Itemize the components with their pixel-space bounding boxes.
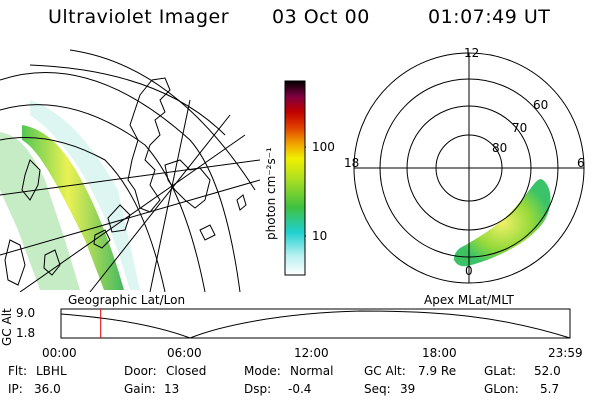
status-glon-value: 5.7 bbox=[540, 382, 560, 396]
mlt-label-18: 18 bbox=[344, 156, 360, 170]
timeline-xtick-2: 12:00 bbox=[294, 346, 329, 360]
timeline-xtick-1: 06:00 bbox=[167, 346, 202, 360]
status-dsp-label: Dsp: bbox=[244, 382, 272, 396]
longitude-grid bbox=[0, 99, 260, 292]
timeline-ytick-max: 9.0 bbox=[16, 306, 36, 320]
status-ip-value: 36.0 bbox=[34, 382, 61, 396]
status-flt-label: Flt: bbox=[8, 364, 27, 378]
geographic-map bbox=[0, 49, 260, 292]
aurora-oval bbox=[454, 179, 551, 267]
mlt-label-0: 0 bbox=[465, 264, 473, 278]
header-time: 01:07:49 UT bbox=[428, 6, 551, 28]
status-glon-label: GLon: bbox=[484, 382, 519, 396]
status-flt-value: LBHL bbox=[36, 364, 67, 378]
status-glat-value: 52.0 bbox=[534, 364, 561, 378]
status-gcalt-label: GC Alt: bbox=[364, 364, 406, 378]
status-dsp-value: -0.4 bbox=[288, 382, 312, 396]
colorbar bbox=[284, 80, 306, 276]
geographic-label: Geographic Lat/Lon bbox=[68, 293, 186, 307]
colorbar-unit-label: photon cm⁻²s⁻¹ bbox=[264, 147, 278, 240]
status-gain-label: Gain: bbox=[124, 382, 156, 396]
timeline-ylabel: GC Alt bbox=[0, 308, 14, 346]
status-door-label: Door: bbox=[124, 364, 157, 378]
altitude-curve bbox=[60, 310, 571, 339]
status-seq-label: Seq: bbox=[364, 382, 391, 396]
aurora-band-geo bbox=[22, 125, 124, 290]
colorbar-tick-10: 10 bbox=[312, 229, 328, 243]
timeline-frame bbox=[60, 308, 571, 339]
colorbar-tick-100: 100 bbox=[312, 140, 335, 154]
status-mode-value: Normal bbox=[290, 364, 334, 378]
app-title: Ultraviolet Imager bbox=[48, 6, 230, 28]
coastlines bbox=[4, 77, 247, 286]
status-ip-label: IP: bbox=[8, 382, 23, 396]
status-mode-label: Mode: bbox=[244, 364, 281, 378]
header-date: 03 Oct 00 bbox=[272, 6, 370, 28]
lat-label-80: 80 bbox=[492, 141, 508, 155]
lat-label-60: 60 bbox=[533, 98, 549, 112]
apex-label: Apex MLat/MLT bbox=[424, 293, 514, 307]
timeline-xtick-3: 18:00 bbox=[422, 346, 457, 360]
status-gcalt-value: 7.9 Re bbox=[418, 364, 457, 378]
mlt-label-12: 12 bbox=[464, 46, 480, 60]
lat-label-70: 70 bbox=[512, 121, 528, 135]
mlt-label-6: 6 bbox=[577, 156, 585, 170]
timeline-plot bbox=[60, 308, 571, 339]
status-seq-value: 39 bbox=[400, 382, 416, 396]
timeline-ytick-min: 1.8 bbox=[16, 326, 36, 340]
status-gain-value: 13 bbox=[164, 382, 180, 396]
latitude-grid bbox=[0, 49, 256, 292]
status-door-value: Closed bbox=[166, 364, 207, 378]
polar-plot bbox=[353, 52, 585, 284]
timeline-xtick-0: 00:00 bbox=[42, 346, 77, 360]
timeline-xtick-4: 23:59 bbox=[548, 346, 583, 360]
status-glat-label: GLat: bbox=[484, 364, 517, 378]
